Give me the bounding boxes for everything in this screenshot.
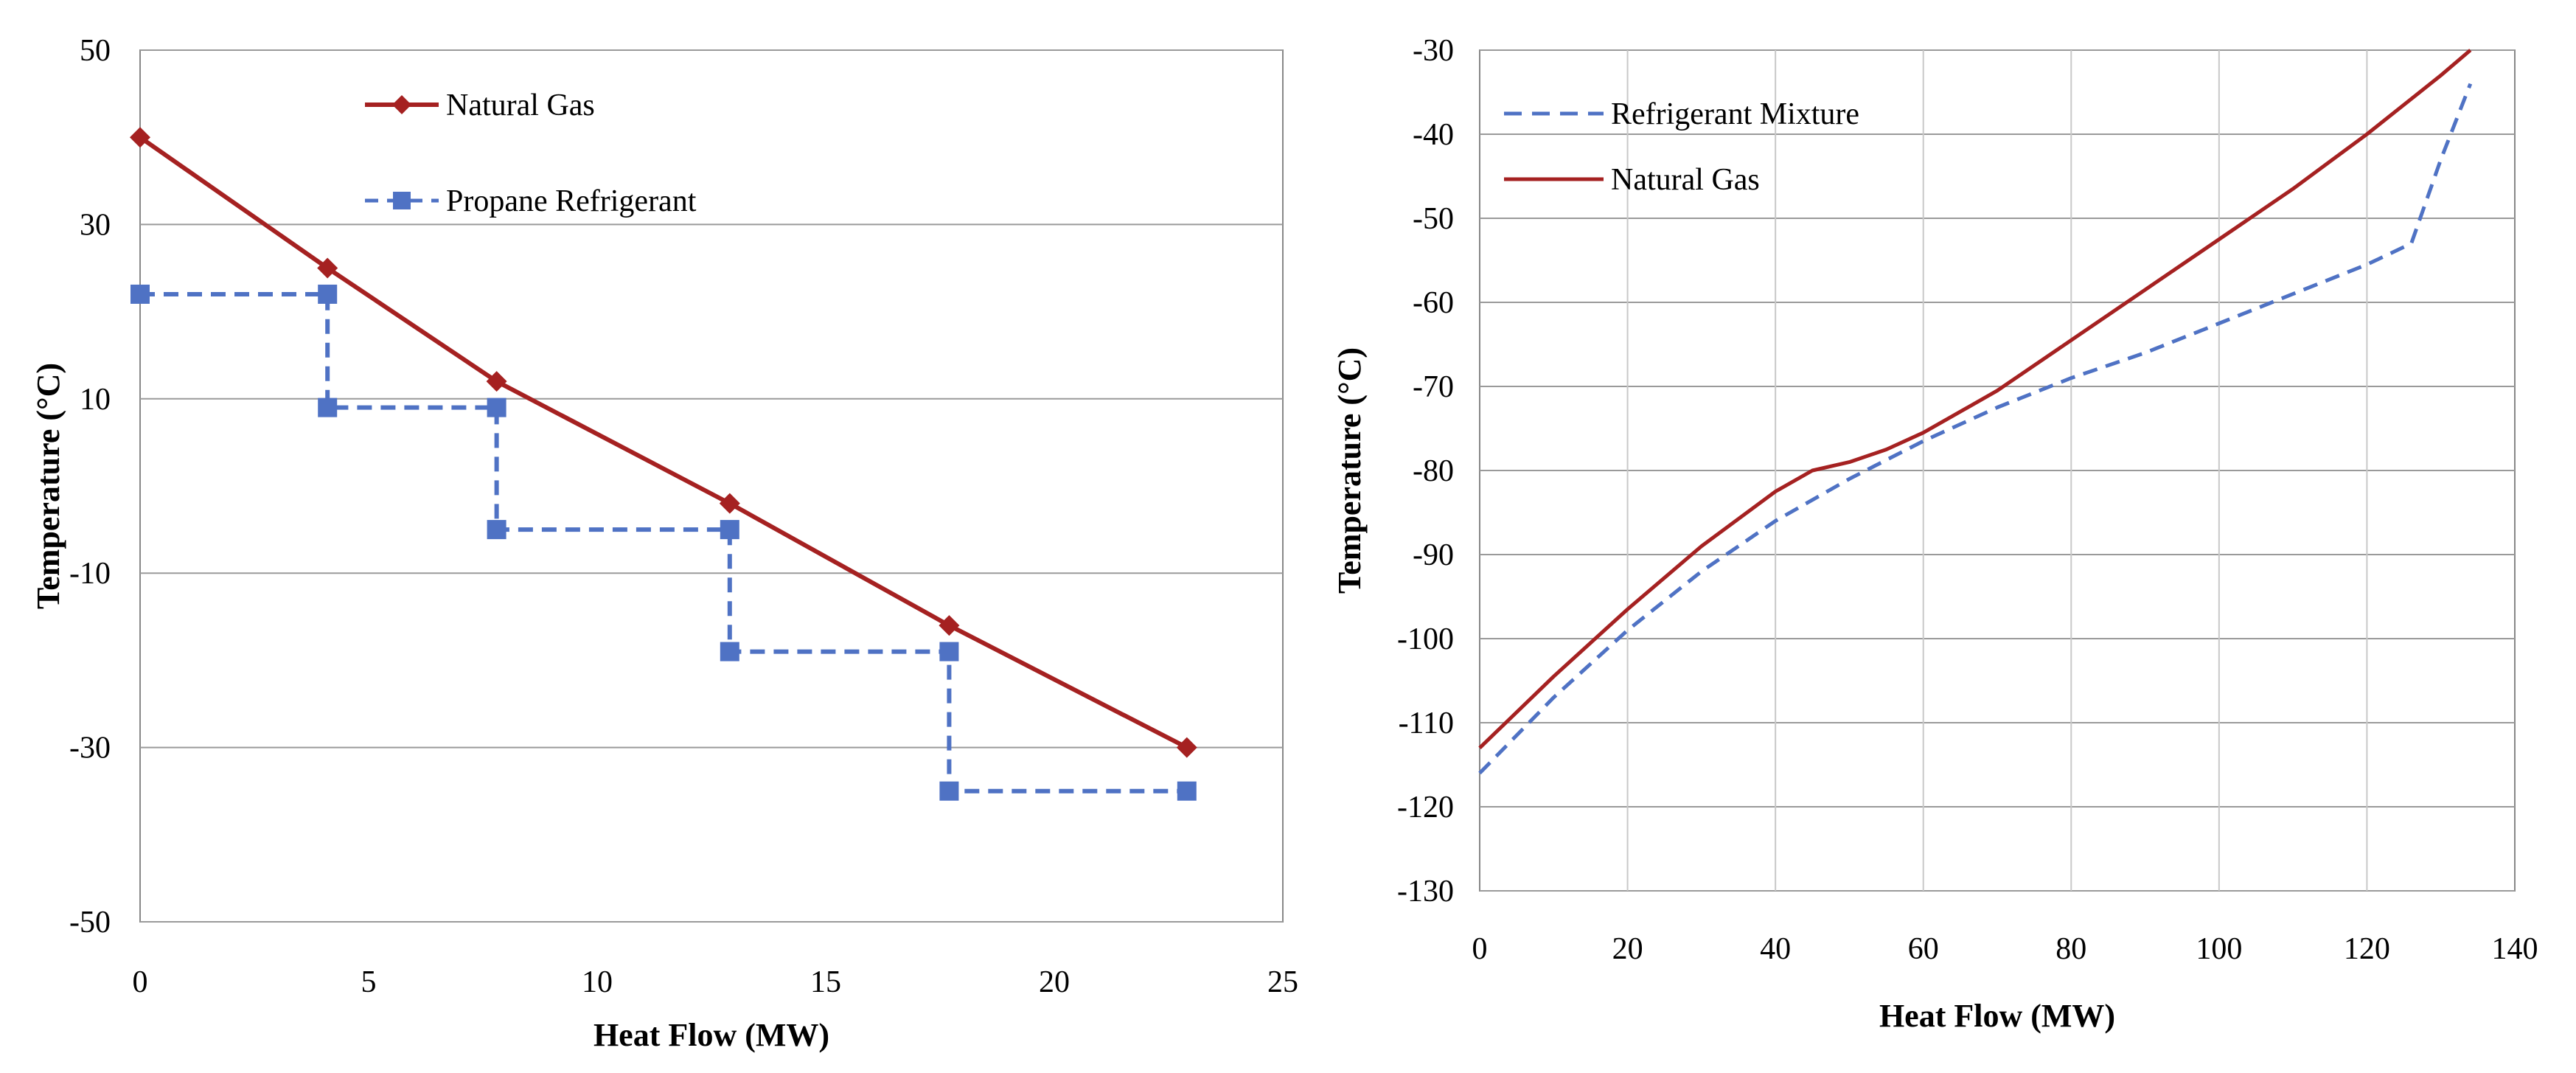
data-point-natural-gas-left — [1176, 737, 1197, 758]
y-tick-label-right: -30 — [1413, 34, 1454, 68]
y-tick-label-left: 30 — [80, 208, 111, 242]
series-left — [130, 127, 1197, 801]
plot-area-left — [139, 49, 1284, 923]
legend-entry-natural-gas-right: Natural Gas — [1504, 163, 1760, 197]
legend-right: Refrigerant Mixture Natural Gas — [1504, 97, 1859, 197]
y-axis-label-left: Temperature (°C) — [30, 363, 66, 609]
y-tick-label-left: -30 — [69, 732, 111, 765]
y-tick-label-right: -40 — [1413, 118, 1454, 152]
y-tick-label-right: -60 — [1413, 286, 1454, 320]
y-tick-label-left: 10 — [80, 383, 111, 417]
chart-left-temperature-vs-heat-flow: 50 30 10 -10 -30 -50 0 5 10 15 20 25 Heat Flow (MW)… — [30, 34, 1298, 1053]
legend-entry-natural-gas-left: Natural Gas — [365, 88, 595, 122]
data-point-propane-refrigerant-left — [939, 642, 959, 661]
x-tick-label-left: 15 — [810, 965, 841, 999]
data-point-propane-refrigerant-left — [487, 397, 507, 417]
y-tick-label-right: -100 — [1397, 622, 1454, 656]
tick-labels-right: -30 -40 -50 -60 -70 -80 -90 -100 -110 -120 -130 0 20… — [1397, 34, 2538, 966]
data-point-propane-refrigerant-left — [720, 520, 739, 540]
series-line-natural-gas-right — [1478, 49, 2472, 749]
legend-marker-propane-refrigerant-left — [393, 192, 411, 209]
x-tick-label-right: 120 — [2344, 932, 2390, 966]
legend-marker-natural-gas-left — [392, 95, 411, 114]
x-tick-label-right: 0 — [1472, 932, 1488, 966]
data-point-propane-refrigerant-left — [318, 397, 338, 417]
legend-label-propane-refrigerant-left: Propane Refrigerant — [446, 184, 697, 218]
y-tick-label-right: -120 — [1397, 791, 1454, 824]
data-point-natural-gas-left — [719, 493, 740, 514]
x-tick-label-right: 80 — [2055, 932, 2086, 966]
legend-label-natural-gas-left: Natural Gas — [446, 88, 595, 122]
x-tick-label-left: 10 — [582, 965, 613, 999]
series-line-propane-refrigerant-left — [140, 292, 1187, 794]
tick-labels-left: 50 30 10 -10 -30 -50 0 5 10 15 20 25 — [69, 34, 1298, 999]
y-tick-label-right: -90 — [1413, 538, 1454, 572]
y-tick-label-left: 50 — [80, 34, 111, 68]
data-point-natural-gas-left — [939, 615, 960, 636]
data-point-natural-gas-left — [317, 257, 338, 279]
x-tick-label-right: 40 — [1760, 932, 1791, 966]
series-right — [1478, 49, 2473, 775]
y-tick-label-left: -50 — [69, 906, 111, 940]
data-point-propane-refrigerant-left — [487, 520, 507, 540]
legend-label-natural-gas-right: Natural Gas — [1611, 163, 1760, 197]
x-tick-label-left: 20 — [1039, 965, 1070, 999]
data-point-propane-refrigerant-left — [720, 642, 739, 661]
x-tick-label-left: 25 — [1267, 965, 1298, 999]
data-point-natural-gas-left — [486, 371, 507, 392]
legend-label-refrigerant-mixture-right: Refrigerant Mixture — [1611, 97, 1859, 131]
x-axis-label-right: Heat Flow (MW) — [1879, 998, 2115, 1034]
x-tick-label-right: 140 — [2492, 932, 2538, 966]
x-axis-label-left: Heat Flow (MW) — [593, 1017, 829, 1053]
y-tick-label-right: -80 — [1413, 454, 1454, 488]
x-tick-label-right: 60 — [1908, 932, 1939, 966]
data-point-propane-refrigerant-left — [130, 284, 150, 304]
legend-entry-refrigerant-mixture-right: Refrigerant Mixture — [1504, 97, 1859, 131]
y-axis-label-right: Temperature (°C) — [1331, 347, 1368, 594]
gridlines-right — [1480, 49, 2515, 892]
y-tick-label-right: -50 — [1413, 202, 1454, 236]
series-line-natural-gas-left — [139, 135, 1188, 750]
data-point-natural-gas-left — [130, 127, 150, 148]
x-tick-label-right: 100 — [2196, 932, 2242, 966]
data-point-propane-refrigerant-left — [1177, 781, 1197, 801]
legend-left: Natural Gas Propane Refrigerant — [365, 88, 697, 218]
x-tick-label-left: 0 — [133, 965, 148, 999]
x-tick-label-right: 20 — [1612, 932, 1643, 966]
y-tick-label-right: -130 — [1397, 875, 1454, 909]
y-tick-label-right: -70 — [1413, 370, 1454, 404]
data-point-propane-refrigerant-left — [318, 284, 338, 304]
x-tick-label-left: 5 — [361, 965, 377, 999]
chart-right-temperature-vs-heat-flow: -30 -40 -50 -60 -70 -80 -90 -100 -110 -120 -130 0 20… — [1331, 34, 2538, 1034]
y-tick-label-left: -10 — [69, 557, 111, 591]
data-point-propane-refrigerant-left — [939, 781, 959, 801]
y-tick-label-right: -110 — [1399, 706, 1454, 740]
legend-entry-propane-refrigerant-left: Propane Refrigerant — [365, 184, 697, 218]
